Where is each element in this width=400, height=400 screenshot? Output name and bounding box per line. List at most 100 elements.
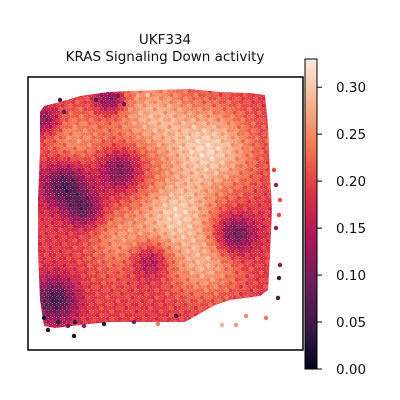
- spot: [228, 309, 233, 314]
- spot: [89, 131, 94, 137]
- spot: [199, 181, 205, 187]
- spot: [132, 149, 137, 155]
- spot: [107, 163, 113, 169]
- spot: [216, 281, 221, 286]
- spot: [142, 160, 147, 165]
- spot: [216, 231, 221, 236]
- spot: [212, 295, 217, 300]
- spot: [230, 128, 235, 133]
- spot: [274, 267, 278, 271]
- spot: [66, 135, 72, 140]
- spot: [152, 249, 158, 254]
- spot: [64, 139, 70, 144]
- spot: [62, 135, 67, 140]
- spot: [119, 114, 125, 119]
- spot: [228, 153, 233, 158]
- spot: [115, 220, 121, 226]
- spot: [187, 309, 192, 314]
- spot: [162, 110, 168, 116]
- spot: [271, 178, 272, 183]
- spot: [218, 256, 223, 261]
- spot: [216, 153, 221, 158]
- spot: [95, 89, 100, 91]
- spot: [242, 242, 248, 247]
- spot: [136, 270, 141, 275]
- spot: [226, 305, 231, 311]
- spot: [177, 213, 182, 218]
- spot: [56, 288, 61, 293]
- spot: [199, 139, 205, 144]
- spot: [56, 167, 61, 172]
- spot: [126, 153, 131, 158]
- spot: [199, 131, 205, 137]
- spot: [255, 277, 260, 282]
- spot: [74, 263, 80, 268]
- spot: [177, 249, 182, 254]
- spot: [109, 131, 115, 137]
- spot: [187, 245, 192, 250]
- spot: [101, 259, 106, 265]
- spot: [52, 103, 57, 108]
- spot: [169, 171, 174, 176]
- spot: [148, 178, 153, 183]
- spot: [218, 327, 223, 328]
- spot: [74, 291, 80, 297]
- spot: [132, 89, 137, 91]
- spot: [218, 220, 223, 226]
- spot: [208, 309, 213, 314]
- spot: [105, 217, 110, 222]
- spot: [228, 139, 233, 144]
- spot: [91, 242, 96, 247]
- spot: [89, 146, 94, 151]
- spot: [42, 256, 47, 261]
- spot: [191, 195, 196, 201]
- spot: [126, 224, 131, 229]
- spot: [132, 178, 137, 183]
- spot: [140, 156, 145, 162]
- spot: [56, 203, 61, 208]
- spot: [224, 281, 229, 286]
- spot: [195, 124, 201, 130]
- spot: [70, 199, 76, 204]
- spot: [206, 327, 211, 328]
- spot: [39, 323, 45, 328]
- spot: [169, 206, 174, 211]
- spot: [203, 188, 209, 194]
- spot: [228, 217, 233, 222]
- colorbar-ticks: 0.000.050.100.150.200.250.30: [317, 80, 366, 378]
- spot: [39, 89, 45, 94]
- spot: [121, 274, 127, 279]
- spot: [228, 110, 233, 116]
- spot: [152, 149, 158, 155]
- spot: [107, 291, 113, 297]
- spot: [78, 192, 84, 197]
- spot: [242, 163, 248, 169]
- spot: [80, 224, 86, 229]
- spot: [66, 256, 72, 261]
- spot: [165, 234, 170, 240]
- spot: [54, 149, 59, 155]
- spot: [148, 142, 153, 147]
- spot: [187, 146, 192, 151]
- spot: [152, 178, 158, 183]
- spot: [228, 103, 233, 108]
- spot: [257, 89, 262, 94]
- spot: [169, 313, 174, 318]
- spot: [203, 96, 209, 101]
- spot: [214, 128, 219, 133]
- spot: [136, 213, 141, 218]
- spot: [70, 121, 76, 126]
- spot: [62, 92, 67, 98]
- spot: [206, 185, 211, 190]
- spot: [165, 192, 170, 197]
- spot: [240, 131, 246, 137]
- spot: [247, 107, 252, 112]
- spot: [74, 89, 80, 91]
- spot: [261, 281, 266, 286]
- spot: [255, 305, 260, 311]
- spot: [173, 171, 178, 176]
- spot: [220, 224, 225, 229]
- spot: [52, 188, 57, 194]
- spot: [72, 309, 78, 314]
- spot: [218, 89, 223, 91]
